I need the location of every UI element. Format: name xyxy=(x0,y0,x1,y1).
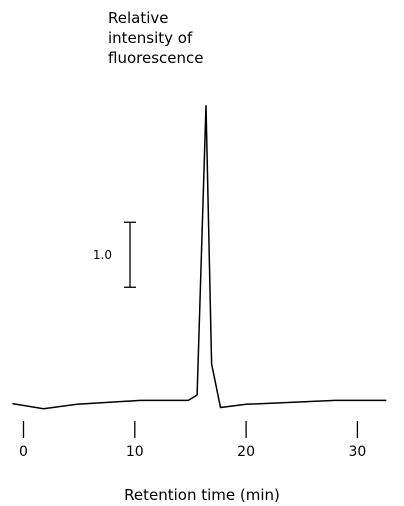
fluorescence-trace xyxy=(12,105,387,410)
x-tick-label: 30 xyxy=(348,444,366,460)
x-tick-label: 0 xyxy=(19,444,28,460)
x-tick-label: 10 xyxy=(126,444,144,460)
x-axis-title: Retention time (min) xyxy=(124,486,280,504)
x-axis-ticks: 0 10 20 30 xyxy=(19,421,366,460)
y-axis-title: Relative intensity of fluorescence xyxy=(108,9,204,67)
x-tick-label: 20 xyxy=(237,444,255,460)
scale-bar: 1.0 xyxy=(93,221,136,288)
scale-bar-label: 1.0 xyxy=(93,248,112,262)
